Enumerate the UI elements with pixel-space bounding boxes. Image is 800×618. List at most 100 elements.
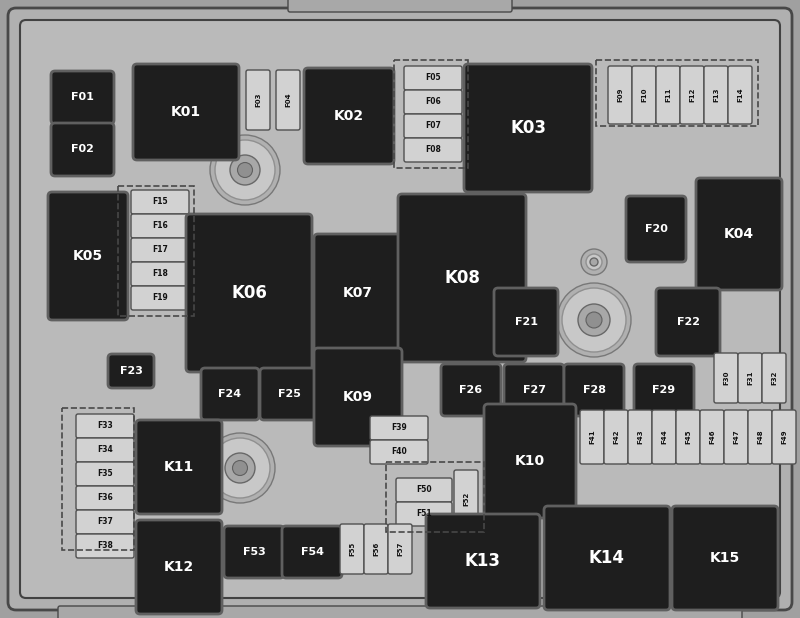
Text: F51: F51: [416, 509, 432, 519]
Text: F01: F01: [71, 93, 94, 103]
Text: F25: F25: [278, 389, 301, 399]
Text: F48: F48: [757, 430, 763, 444]
Text: F12: F12: [689, 88, 695, 102]
FancyBboxPatch shape: [51, 123, 114, 176]
FancyBboxPatch shape: [48, 192, 128, 320]
Text: F32: F32: [771, 371, 777, 385]
FancyBboxPatch shape: [696, 178, 782, 290]
FancyBboxPatch shape: [58, 606, 742, 618]
Text: F21: F21: [514, 317, 538, 327]
FancyBboxPatch shape: [632, 66, 656, 124]
Text: F46: F46: [709, 430, 715, 444]
FancyBboxPatch shape: [76, 534, 134, 558]
Text: F23: F23: [119, 366, 142, 376]
Text: K02: K02: [334, 109, 364, 123]
Circle shape: [590, 258, 598, 266]
Text: F04: F04: [285, 93, 291, 108]
FancyBboxPatch shape: [276, 70, 300, 130]
FancyBboxPatch shape: [131, 190, 189, 214]
FancyBboxPatch shape: [364, 524, 388, 574]
Text: F20: F20: [645, 224, 667, 234]
FancyBboxPatch shape: [404, 90, 462, 114]
FancyBboxPatch shape: [441, 364, 501, 416]
FancyBboxPatch shape: [544, 506, 670, 610]
FancyBboxPatch shape: [8, 8, 792, 610]
FancyBboxPatch shape: [672, 506, 778, 610]
FancyBboxPatch shape: [656, 288, 720, 356]
FancyBboxPatch shape: [131, 238, 189, 262]
FancyBboxPatch shape: [76, 438, 134, 462]
Text: F42: F42: [613, 430, 619, 444]
Text: F19: F19: [152, 294, 168, 302]
Text: F28: F28: [582, 385, 606, 395]
FancyBboxPatch shape: [76, 486, 134, 510]
Text: F37: F37: [97, 517, 113, 527]
Bar: [118, 186, 194, 316]
Circle shape: [581, 249, 607, 275]
FancyBboxPatch shape: [404, 114, 462, 138]
FancyBboxPatch shape: [282, 526, 342, 578]
FancyBboxPatch shape: [131, 214, 189, 238]
Circle shape: [205, 433, 275, 503]
FancyBboxPatch shape: [201, 368, 259, 420]
Circle shape: [210, 438, 270, 498]
Text: F53: F53: [242, 547, 266, 557]
FancyBboxPatch shape: [304, 68, 394, 164]
Circle shape: [562, 288, 626, 352]
FancyBboxPatch shape: [246, 70, 270, 130]
Circle shape: [557, 283, 631, 357]
Text: K11: K11: [164, 460, 194, 474]
FancyBboxPatch shape: [340, 524, 364, 574]
FancyBboxPatch shape: [136, 520, 222, 614]
FancyBboxPatch shape: [224, 526, 284, 578]
Circle shape: [215, 140, 275, 200]
Text: F43: F43: [637, 430, 643, 444]
Text: F56: F56: [373, 542, 379, 556]
Text: F11: F11: [665, 88, 671, 102]
FancyBboxPatch shape: [260, 368, 318, 420]
FancyBboxPatch shape: [676, 410, 700, 464]
Text: F52: F52: [463, 492, 469, 506]
Circle shape: [238, 163, 253, 177]
Circle shape: [210, 135, 280, 205]
FancyBboxPatch shape: [108, 354, 154, 388]
Text: F40: F40: [391, 447, 407, 457]
FancyBboxPatch shape: [728, 66, 752, 124]
Text: K14: K14: [589, 549, 625, 567]
FancyBboxPatch shape: [680, 66, 704, 124]
FancyBboxPatch shape: [404, 66, 462, 90]
Text: K15: K15: [710, 551, 740, 565]
Circle shape: [586, 254, 602, 270]
Circle shape: [233, 460, 247, 475]
Text: F35: F35: [97, 470, 113, 478]
FancyBboxPatch shape: [398, 194, 526, 362]
FancyBboxPatch shape: [396, 502, 452, 526]
FancyBboxPatch shape: [564, 364, 624, 416]
Text: F30: F30: [723, 371, 729, 385]
Text: F36: F36: [97, 494, 113, 502]
Text: F02: F02: [71, 145, 94, 154]
FancyBboxPatch shape: [714, 353, 738, 403]
FancyBboxPatch shape: [131, 262, 189, 286]
FancyBboxPatch shape: [76, 414, 134, 438]
FancyBboxPatch shape: [580, 410, 604, 464]
Text: K04: K04: [724, 227, 754, 241]
Text: K06: K06: [231, 284, 267, 302]
Text: F05: F05: [425, 74, 441, 82]
Text: F24: F24: [218, 389, 242, 399]
Text: F10: F10: [641, 88, 647, 102]
Text: K07: K07: [343, 286, 373, 300]
Text: F50: F50: [416, 486, 432, 494]
Text: F29: F29: [653, 385, 675, 395]
FancyBboxPatch shape: [628, 410, 652, 464]
Text: K05: K05: [73, 249, 103, 263]
FancyBboxPatch shape: [504, 364, 564, 416]
Text: F09: F09: [617, 88, 623, 102]
FancyBboxPatch shape: [700, 410, 724, 464]
FancyBboxPatch shape: [186, 214, 312, 372]
FancyBboxPatch shape: [136, 420, 222, 514]
FancyBboxPatch shape: [404, 138, 462, 162]
FancyBboxPatch shape: [608, 66, 632, 124]
FancyBboxPatch shape: [494, 288, 558, 356]
Text: F26: F26: [459, 385, 482, 395]
